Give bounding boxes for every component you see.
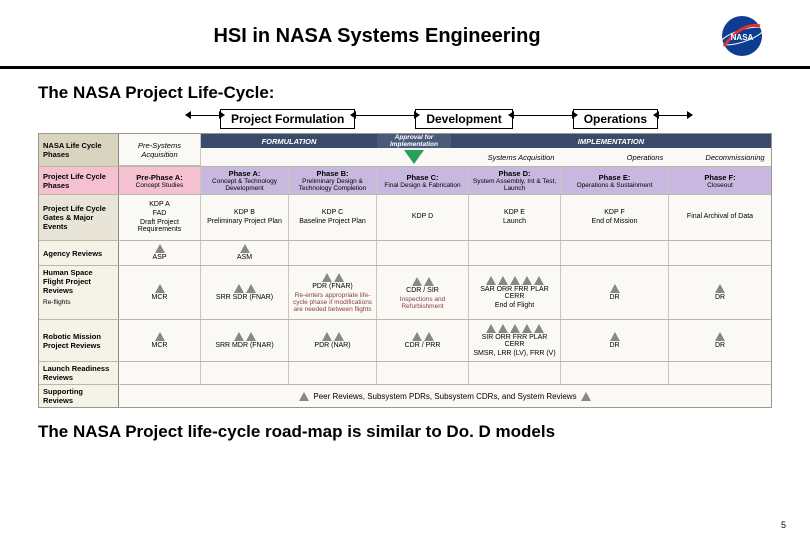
subtitle: The NASA Project Life-Cycle: bbox=[0, 83, 810, 103]
svg-text:NASA: NASA bbox=[731, 33, 754, 42]
rowhdr-phases: Project Life Cycle Phases bbox=[39, 167, 119, 194]
hdr-approval: Approval for Implementation bbox=[377, 134, 451, 148]
cell-agy-0: ASP bbox=[119, 241, 201, 265]
triangle-icon bbox=[240, 244, 250, 253]
lifecycle-chart: NASA Life Cycle Phases Pre-Systems Acqui… bbox=[38, 133, 772, 408]
cell-pre-phase-a: Pre-Phase A:Concept Studies bbox=[119, 167, 201, 194]
cell-phase-f: Phase F:Closeout bbox=[669, 167, 771, 194]
cell-hsf-6: DR bbox=[669, 266, 771, 319]
header-divider bbox=[0, 66, 810, 69]
rowhdr-support: Supporting Reviews bbox=[39, 385, 119, 407]
cell-preacq: Pre-Systems Acquisition bbox=[119, 134, 201, 166]
cell-hsf-0: MCR bbox=[119, 266, 201, 319]
cell-rob-1: SRR MDR (FNAR) bbox=[201, 320, 289, 361]
cell-rob-6: DR bbox=[669, 320, 771, 361]
nasa-logo-icon: NASA bbox=[714, 12, 770, 60]
row-robotic: Robotic Mission Project Reviews MCR SRR … bbox=[39, 320, 771, 362]
row-hsf: Human Space Flight Project ReviewsRe-fli… bbox=[39, 266, 771, 320]
row-project-phases: Project Life Cycle Phases Pre-Phase A:Co… bbox=[39, 167, 771, 195]
rowhdr-hsf: Human Space Flight Project ReviewsRe-fli… bbox=[39, 266, 119, 319]
cell-rob-5: DR bbox=[561, 320, 669, 361]
footer-text: The NASA Project life-cycle road-map is … bbox=[0, 422, 810, 442]
cell-hsf-2: PDR (FNAR)Re-enters appropriate life-cyc… bbox=[289, 266, 377, 319]
cell-rob-4: SIR ORR FRR PLAR CERRSMSR, LRR (LV), FRR… bbox=[469, 320, 561, 361]
cell-hsf-3: CDR / SIRInspections and Refurbishment bbox=[377, 266, 469, 319]
cell-gates-4: KDP ELaunch bbox=[469, 195, 561, 240]
row-agency: Agency Reviews ASP ASM bbox=[39, 241, 771, 266]
rowhdr-gates: Project Life Cycle Gates & Major Events bbox=[39, 195, 119, 240]
row-nasa-phases: NASA Life Cycle Phases Pre-Systems Acqui… bbox=[39, 134, 771, 167]
cell-rob-3: CDR / PRR bbox=[377, 320, 469, 361]
cell-gates-5: KDP FEnd of Mission bbox=[561, 195, 669, 240]
triangle-icon bbox=[299, 392, 309, 401]
row-gates: Project Life Cycle Gates & Major Events … bbox=[39, 195, 771, 241]
rowhdr-lrr: Launch Readiness Reviews bbox=[39, 362, 119, 384]
page-title: HSI in NASA Systems Engineering bbox=[40, 25, 714, 48]
box-development: Development bbox=[415, 109, 512, 129]
cell-rob-0: MCR bbox=[119, 320, 201, 361]
box-formulation: Project Formulation bbox=[220, 109, 355, 129]
hdr-implementation: IMPLEMENTATION bbox=[451, 134, 771, 148]
cell-gates-3: KDP D bbox=[377, 195, 469, 240]
row-lrr: Launch Readiness Reviews bbox=[39, 362, 771, 385]
cell-decom: Decommissioning bbox=[699, 148, 771, 166]
cell-gates-6: Final Archival of Data bbox=[669, 195, 771, 240]
cell-gates-2: KDP CBaseline Project Plan bbox=[289, 195, 377, 240]
phase-summary-boxes: Project Formulation Development Operatio… bbox=[0, 109, 810, 129]
rowhdr-robotic: Robotic Mission Project Reviews bbox=[39, 320, 119, 361]
box-operations: Operations bbox=[573, 109, 658, 129]
cell-phase-d: Phase D:System Assembly, Int & Test, Lau… bbox=[469, 167, 561, 194]
cell-hsf-5: DR bbox=[561, 266, 669, 319]
cell-phase-c: Phase C:Final Design & Fabrication bbox=[377, 167, 469, 194]
cell-rob-2: PDR (NAR) bbox=[289, 320, 377, 361]
row-support: Supporting Reviews Peer Reviews, Subsyst… bbox=[39, 385, 771, 407]
rowhdr-agency: Agency Reviews bbox=[39, 241, 119, 265]
cell-phase-a: Phase A:Concept & Technology Development bbox=[201, 167, 289, 194]
cell-sysacq: Systems Acquisition bbox=[451, 148, 591, 166]
cell-phase-e: Phase E:Operations & Sustainment bbox=[561, 167, 669, 194]
rowhdr-nasa: NASA Life Cycle Phases bbox=[39, 134, 119, 166]
page-number: 5 bbox=[781, 520, 786, 530]
cell-ops: Operations bbox=[591, 148, 699, 166]
cell-agy-1: ASM bbox=[201, 241, 289, 265]
cell-support: Peer Reviews, Subsystem PDRs, Subsystem … bbox=[119, 385, 771, 407]
triangle-icon bbox=[155, 244, 165, 253]
cell-hsf-1: SRR SDR (FNAR) bbox=[201, 266, 289, 319]
approval-arrow-icon bbox=[404, 150, 424, 164]
hdr-formulation: FORMULATION bbox=[201, 134, 377, 148]
cell-hsf-4: SAR ORR FRR PLAR CERREnd of Flight bbox=[469, 266, 561, 319]
cell-phase-b: Phase B:Preliminary Design & Technology … bbox=[289, 167, 377, 194]
cell-gates-1: KDP BPreliminary Project Plan bbox=[201, 195, 289, 240]
triangle-icon bbox=[581, 392, 591, 401]
cell-gates-0: KDP AFADDraft Project Requirements bbox=[119, 195, 201, 240]
